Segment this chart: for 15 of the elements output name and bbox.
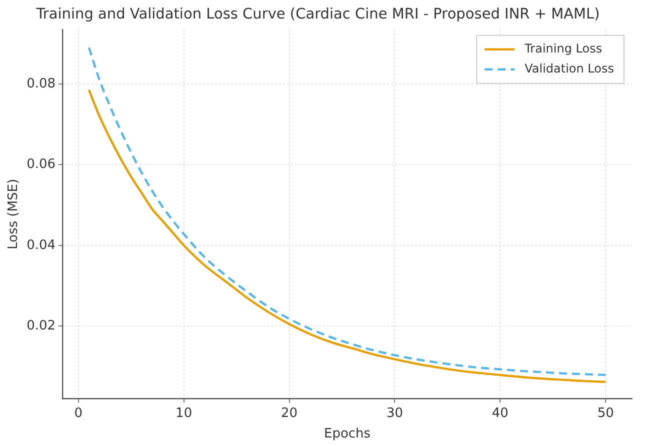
legend-label: Training Loss [524, 42, 602, 56]
y-axis-title: Loss (MSE) [6, 178, 22, 250]
legend-label: Validation Loss [524, 62, 614, 76]
y-tick-label: 0.06 [26, 157, 56, 172]
x-axis-title: Epochs [324, 426, 371, 442]
chart-title: Training and Validation Loss Curve (Cardiac Cine MRI - Proposed INR + MAML) [35, 6, 600, 22]
x-tick-label: 40 [492, 406, 508, 421]
x-tick-label: 50 [597, 406, 614, 421]
y-tick-label: 0.02 [26, 318, 56, 334]
x-tick-label: 10 [176, 406, 192, 421]
x-tick-label: 0 [74, 406, 83, 421]
x-tick-label: 30 [386, 406, 403, 421]
x-tick-label: 20 [281, 406, 298, 421]
y-tick-label: 0.04 [26, 238, 56, 253]
y-tick-label: 0.08 [26, 76, 56, 92]
